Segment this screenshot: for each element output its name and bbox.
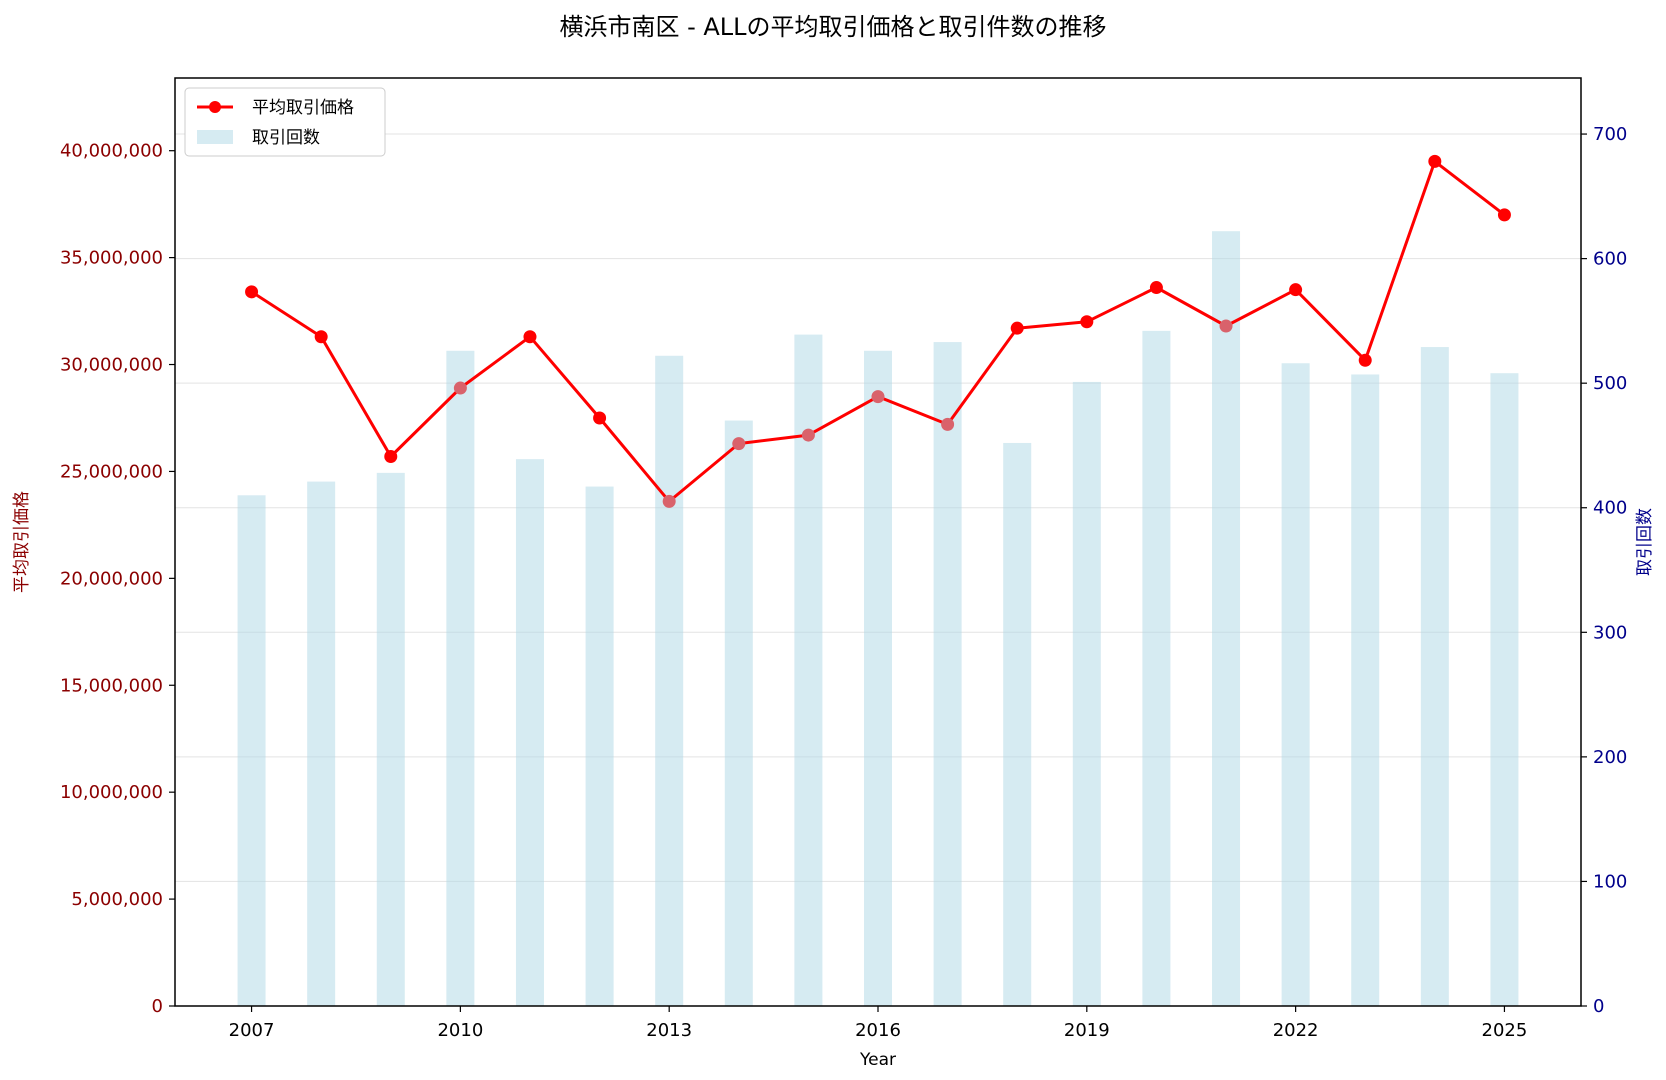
bar <box>1351 374 1380 1006</box>
right-tick-label: 200 <box>1593 747 1627 768</box>
left-tick-label: 0 <box>152 996 163 1017</box>
line-point <box>871 390 885 404</box>
line-point <box>1149 281 1163 295</box>
left-tick-label: 30,000,000 <box>60 355 163 376</box>
chart-title: 横浜市南区 - ALLの平均取引価格と取引件数の推移 <box>559 13 1106 41</box>
bar <box>1420 347 1449 1006</box>
left-tick-label: 35,000,000 <box>60 248 163 269</box>
line-point <box>1289 283 1303 297</box>
bar <box>237 495 266 1006</box>
line-point <box>593 411 607 425</box>
bar <box>585 486 614 1007</box>
bar <box>446 350 475 1006</box>
line-point <box>523 330 537 344</box>
line-point <box>245 285 259 299</box>
right-tick-label: 300 <box>1593 622 1627 643</box>
bar <box>1003 442 1032 1006</box>
right-tick-label: 600 <box>1593 249 1627 270</box>
right-tick-label: 0 <box>1593 996 1604 1017</box>
bar-series <box>237 231 1519 1007</box>
left-tick-label: 20,000,000 <box>60 568 163 589</box>
x-tick-label: 2022 <box>1273 1020 1319 1041</box>
line-point <box>801 428 815 442</box>
line-point <box>1358 353 1372 367</box>
x-tick-label: 2019 <box>1064 1020 1110 1041</box>
bar <box>864 350 892 1006</box>
legend-label-bar: 取引回数 <box>252 128 320 148</box>
legend-marker-swatch <box>209 101 221 113</box>
x-tick-label: 2016 <box>855 1020 901 1041</box>
line-point <box>384 449 398 463</box>
right-axis-label: 取引回数 <box>1635 508 1655 576</box>
x-tick-label: 2013 <box>646 1020 692 1041</box>
right-tick-label: 100 <box>1593 871 1627 892</box>
x-tick-label: 2007 <box>229 1020 275 1041</box>
line-point <box>662 494 676 508</box>
x-axis-label: Year <box>859 1050 896 1070</box>
right-axis-ticks: 0 100 200 300 400 500 600 700 <box>1581 124 1627 1017</box>
line-point <box>1497 208 1511 222</box>
right-tick-label: 500 <box>1593 373 1627 394</box>
line-point <box>941 417 955 431</box>
left-tick-label: 40,000,000 <box>60 141 163 162</box>
legend-box <box>184 87 386 157</box>
line-point <box>732 437 746 451</box>
line-point <box>1219 319 1233 333</box>
line-point <box>1010 321 1024 335</box>
line-point <box>1080 315 1094 329</box>
bar <box>515 459 544 1006</box>
left-tick-label: 15,000,000 <box>60 675 163 696</box>
bar <box>655 355 684 1006</box>
legend-label-line: 平均取引価格 <box>252 98 354 118</box>
right-tick-label: 400 <box>1593 498 1627 519</box>
line-point <box>453 381 467 395</box>
line-point <box>1428 154 1442 168</box>
bar <box>1490 373 1519 1007</box>
right-tick-label: 700 <box>1593 124 1627 145</box>
bar <box>794 334 823 1007</box>
x-tick-label: 2025 <box>1482 1020 1528 1041</box>
bar <box>307 481 336 1007</box>
line-point <box>314 330 328 344</box>
x-tick-label: 2010 <box>437 1020 483 1041</box>
left-axis-ticks: 0 5,000,000 10,000,000 15,000,000 20,000,000… <box>60 141 175 1017</box>
x-axis-ticks: 2007 2010 2013 2016 2019 2022 2025 <box>229 1006 1528 1041</box>
bar <box>1281 363 1310 1007</box>
bar <box>1142 330 1171 1006</box>
bar <box>1212 231 1241 1006</box>
legend: 平均取引価格 取引回数 <box>184 87 386 157</box>
left-axis-label: 平均取引価格 <box>12 491 32 593</box>
bar <box>933 342 962 1006</box>
line-series <box>245 154 1511 508</box>
bar <box>1072 381 1101 1007</box>
bar <box>724 420 753 1007</box>
left-tick-label: 25,000,000 <box>60 461 163 482</box>
bar <box>376 472 405 1006</box>
left-tick-label: 10,000,000 <box>60 782 163 803</box>
legend-bar-swatch <box>197 130 233 144</box>
left-tick-label: 5,000,000 <box>71 889 163 910</box>
